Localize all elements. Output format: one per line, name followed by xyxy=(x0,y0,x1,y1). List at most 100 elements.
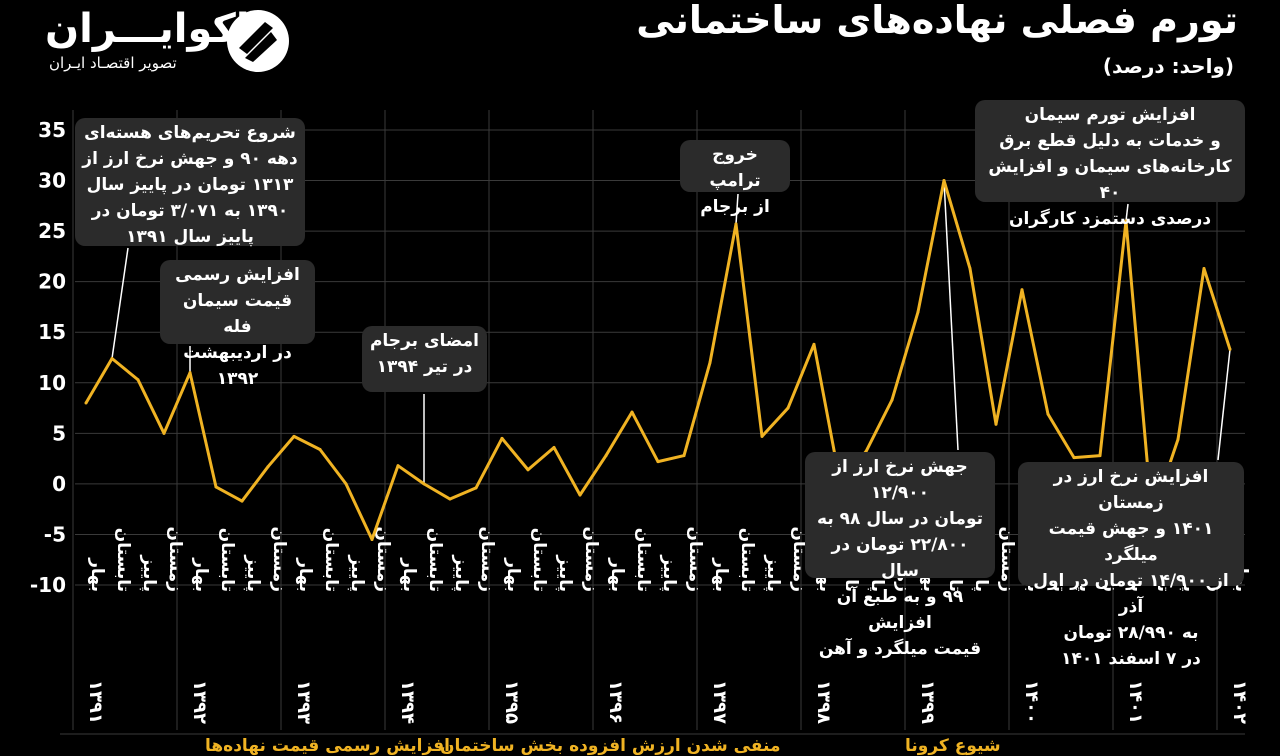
data-point xyxy=(578,493,582,497)
data-point xyxy=(968,267,972,271)
annotation-line: ۱۳۱۳ تومان در پاییز سال xyxy=(86,175,294,195)
data-point xyxy=(162,431,166,435)
annotation-leader-line xyxy=(943,180,959,451)
chart-title: تورم فصلی نهاده‌های ساختمانی xyxy=(636,0,1238,42)
year-label: ۱۳۹۹ xyxy=(917,680,938,724)
x-tick-label: پاییز xyxy=(139,554,159,592)
annotation-line: به ۲۸/۹۹۰ تومان xyxy=(1063,623,1199,643)
data-point xyxy=(266,465,270,469)
annotation-line: جهش نرخ ارز از ۱۲/۹۰۰ xyxy=(832,457,968,503)
x-tick-label: تابستان xyxy=(321,528,341,592)
data-point xyxy=(604,454,608,458)
data-point xyxy=(812,342,816,346)
annotation-box: افزایش نرخ ارز در زمستان ۱۴۰۱ و جهش قیمت … xyxy=(1018,462,1244,669)
data-point xyxy=(1020,288,1024,292)
x-tick-label: زمستان xyxy=(581,527,601,592)
data-point xyxy=(656,460,660,464)
data-point xyxy=(708,361,712,365)
y-tick-label: 25 xyxy=(38,219,66,243)
year-label: ۱۳۹۲ xyxy=(189,680,210,724)
y-tick-label: -10 xyxy=(30,573,66,597)
brand-mark-icon xyxy=(227,10,289,72)
annotation-box: شروع تحریم‌های هسته‌ای دهه ۹۰ و جهش نرخ ا… xyxy=(75,118,305,247)
data-point xyxy=(760,434,764,438)
annotation-line: تومان در سال ۹۸ به xyxy=(817,509,983,529)
x-tick-label: زمستان xyxy=(685,527,705,592)
year-label: ۱۴۰۱ xyxy=(1125,680,1146,724)
y-tick-label: 10 xyxy=(38,371,66,395)
annotation-box: امضای برجام در تیر ۱۳۹۴ xyxy=(362,326,487,392)
x-tick-label: بهار xyxy=(191,557,211,592)
annotation-line: در ۷ اسفند ۱۴۰۱ xyxy=(1061,649,1201,669)
data-point xyxy=(552,445,556,449)
data-point xyxy=(916,310,920,314)
annotation-box: خروج ترامپ از برجام xyxy=(680,140,790,217)
x-tick-label: زمستان xyxy=(477,527,497,592)
data-point xyxy=(110,357,114,361)
x-tick-label: تابستان xyxy=(217,528,237,592)
data-point xyxy=(136,378,140,382)
year-label: ۱۳۹۴ xyxy=(397,680,418,724)
data-point xyxy=(474,486,478,490)
x-tick-label: پاییز xyxy=(451,554,471,592)
annotation-leader-line xyxy=(735,193,739,225)
x-tick-label: زمستان xyxy=(789,527,809,592)
x-tick-label: پاییز xyxy=(243,554,263,592)
data-point xyxy=(370,538,374,541)
x-tick-label: زمستان xyxy=(269,527,289,592)
year-label: ۱۴۰۲ xyxy=(1229,680,1250,724)
y-tick-label: 5 xyxy=(52,421,66,445)
x-tick-label: بهار xyxy=(503,557,523,592)
data-point xyxy=(1046,412,1050,416)
year-label: ۱۳۹۵ xyxy=(501,680,522,724)
annotation-line: درصدی دستمزد کارگران xyxy=(1008,209,1212,229)
x-tick-label: تابستان xyxy=(425,528,445,592)
data-point xyxy=(1098,454,1102,458)
x-tick-label: پاییز xyxy=(347,554,367,592)
data-point xyxy=(630,410,634,414)
data-point xyxy=(292,434,296,438)
data-point xyxy=(1228,347,1232,351)
annotation-line: از برجام xyxy=(700,197,770,217)
data-point xyxy=(890,398,894,402)
x-tick-label: بهار xyxy=(399,557,419,592)
brand-logo: اکوایـــران تصویر اقتصـاد ایـران xyxy=(45,6,305,78)
bottom-note-3: شیوع کرونا xyxy=(905,736,1001,756)
data-point xyxy=(214,485,218,489)
x-tick-label: زمستان xyxy=(165,527,185,592)
annotation-box: جهش نرخ ارز از ۱۲/۹۰۰ تومان در سال ۹۸ به ۲… xyxy=(805,452,995,659)
year-label: ۱۳۹۸ xyxy=(813,680,834,724)
x-tick-label: بهار xyxy=(295,557,315,592)
annotation-line: ۱۴۰۱ و جهش قیمت میلگرد xyxy=(1048,519,1214,565)
data-point xyxy=(1072,456,1076,460)
annotation-line: دهه ۹۰ و جهش نرخ ارز از xyxy=(82,149,298,169)
year-label: ۱۳۹۶ xyxy=(605,680,626,724)
x-tick-label: زمستان xyxy=(373,527,393,592)
annotation-line: ۱۳۹۰ به ۳/۰۷۱ تومان در xyxy=(91,201,289,221)
annotation-line: قیمت میلگرد و آهن xyxy=(818,639,982,659)
data-point xyxy=(240,499,244,503)
data-point xyxy=(786,406,790,410)
data-point xyxy=(422,482,426,486)
data-point xyxy=(344,482,348,486)
annotation-leader-line xyxy=(1217,349,1231,461)
annotation-line: قیمت سیمان فله xyxy=(182,291,293,337)
year-label: ۱۴۰۰ xyxy=(1021,680,1042,724)
brand-name: اکوایـــران xyxy=(45,6,250,52)
x-tick-label: بهار xyxy=(87,557,107,592)
x-tick-label: تابستان xyxy=(633,528,653,592)
annotation-line: امضای برجام xyxy=(369,331,480,351)
data-point xyxy=(188,371,192,375)
data-point xyxy=(526,468,530,472)
annotation-line: در تیر ۱۳۹۴ xyxy=(376,357,473,377)
x-tick-label: تابستان xyxy=(737,528,757,592)
y-tick-label: -5 xyxy=(44,522,66,546)
annotation-line: پاییز سال ۱۳۹۱ xyxy=(126,227,254,247)
annotation-line: شروع تحریم‌های هسته‌ای xyxy=(84,123,296,143)
annotation-line: افزایش نرخ ارز در زمستان xyxy=(1053,467,1209,513)
data-point xyxy=(942,179,946,183)
data-point xyxy=(734,222,738,226)
annotation-leader-line xyxy=(1125,203,1129,222)
y-tick-label: 0 xyxy=(52,472,66,496)
data-point xyxy=(1202,267,1206,271)
